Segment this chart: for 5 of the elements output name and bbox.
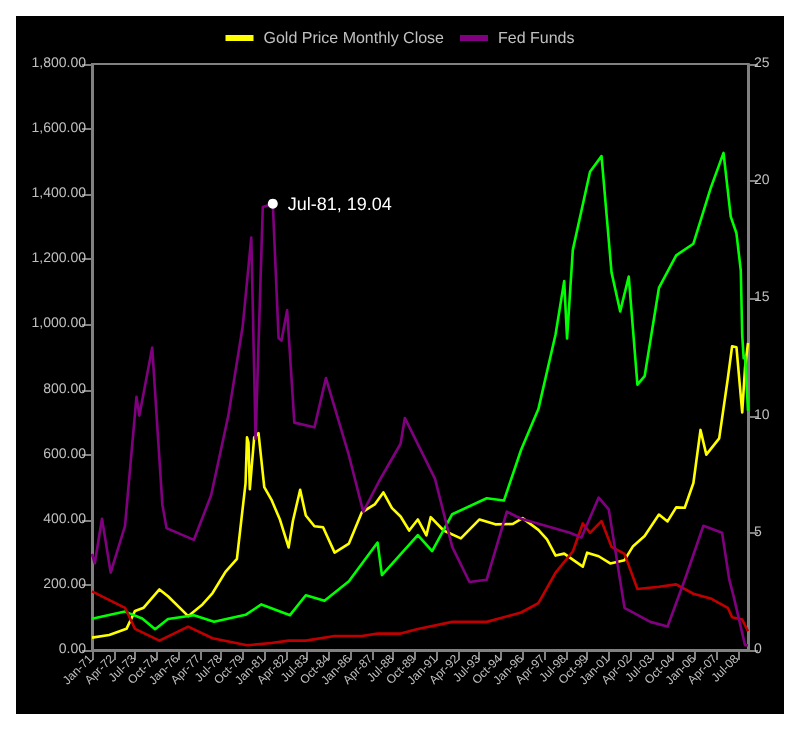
line-series bbox=[90, 519, 750, 647]
legend-label: Fed Funds bbox=[498, 29, 575, 47]
legend-label: Gold Price Monthly Close bbox=[263, 29, 446, 47]
line-series bbox=[90, 341, 750, 639]
annotation: Jul-81, 19.04 bbox=[287, 193, 392, 214]
